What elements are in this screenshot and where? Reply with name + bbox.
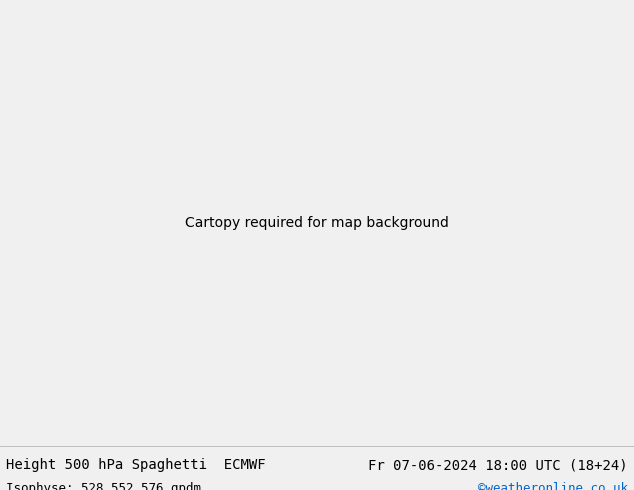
Text: ©weatheronline.co.uk: ©weatheronline.co.uk bbox=[477, 482, 628, 490]
Text: Height 500 hPa Spaghetti  ECMWF: Height 500 hPa Spaghetti ECMWF bbox=[6, 458, 266, 472]
Text: Isophyse: 528 552 576 gpdm: Isophyse: 528 552 576 gpdm bbox=[6, 482, 202, 490]
Text: Cartopy required for map background: Cartopy required for map background bbox=[185, 216, 449, 230]
Text: Fr 07-06-2024 18:00 UTC (18+24): Fr 07-06-2024 18:00 UTC (18+24) bbox=[368, 458, 628, 472]
